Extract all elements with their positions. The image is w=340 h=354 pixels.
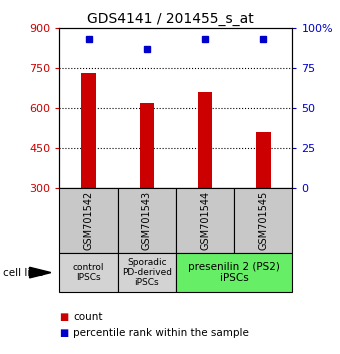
Bar bbox=[176, 188, 234, 253]
Text: count: count bbox=[73, 312, 103, 322]
Text: Sporadic
PD-derived
iPSCs: Sporadic PD-derived iPSCs bbox=[122, 258, 172, 287]
Text: ■: ■ bbox=[59, 328, 69, 338]
Text: GSM701542: GSM701542 bbox=[84, 191, 94, 250]
Bar bbox=[198, 92, 212, 188]
Text: GSM701543: GSM701543 bbox=[142, 191, 152, 250]
Bar bbox=[59, 188, 118, 253]
Text: presenilin 2 (PS2)
iPSCs: presenilin 2 (PS2) iPSCs bbox=[188, 262, 280, 284]
Bar bbox=[234, 188, 292, 253]
Bar bbox=[59, 253, 118, 292]
Text: cell line: cell line bbox=[3, 268, 44, 278]
Bar bbox=[139, 103, 154, 188]
Bar bbox=[118, 253, 176, 292]
Text: percentile rank within the sample: percentile rank within the sample bbox=[73, 328, 249, 338]
Text: GDS4141 / 201455_s_at: GDS4141 / 201455_s_at bbox=[87, 12, 253, 27]
Text: ■: ■ bbox=[59, 312, 69, 322]
Text: GSM701544: GSM701544 bbox=[200, 191, 210, 250]
Bar bbox=[176, 253, 292, 292]
Polygon shape bbox=[30, 267, 51, 278]
Text: control
IPSCs: control IPSCs bbox=[73, 263, 104, 282]
Bar bbox=[81, 74, 96, 188]
Bar bbox=[256, 132, 271, 188]
Text: GSM701545: GSM701545 bbox=[258, 191, 268, 250]
Bar bbox=[118, 188, 176, 253]
